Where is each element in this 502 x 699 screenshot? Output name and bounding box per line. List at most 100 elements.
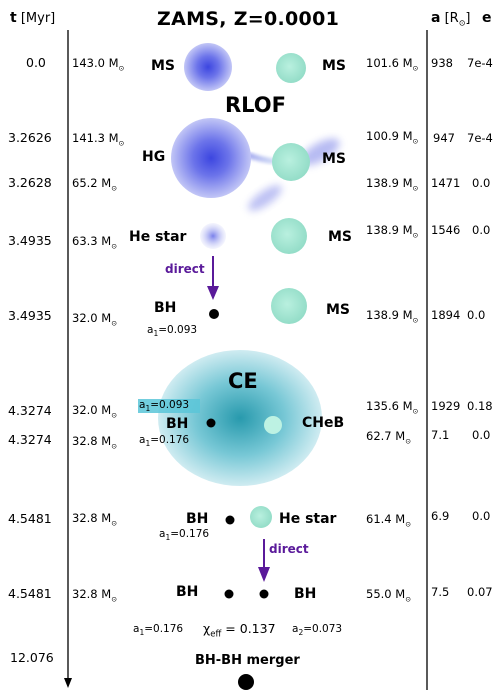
spin-a1-ce-after-sub: 1 [145, 439, 151, 449]
primary-mass-row1-value: 143.0 M [72, 56, 119, 70]
black-hole-primary-final [224, 589, 234, 599]
eccentricity-row3: 0.0 [472, 176, 491, 190]
eccentricity-row8: 0.0 [472, 509, 491, 523]
secondary-mass-row3: 138.9 M⊙ [366, 176, 418, 192]
spin-a2-final-sub: 2 [298, 628, 304, 638]
spin-highlight-box [138, 399, 200, 413]
spin-a1-final-symbol: a [133, 623, 140, 635]
secondary-mass-row6: 135.6 M⊙ [366, 399, 418, 415]
star-label-bh-ce: BH [166, 416, 189, 432]
separation-symbol: a [431, 10, 441, 26]
eccentricity-row1: 7e-4 [467, 56, 493, 70]
secondary-mass-row9-sun: ⊙ [405, 595, 412, 604]
direct-arrowhead-2 [258, 567, 270, 582]
time-row9: 4.5481 [8, 586, 52, 601]
chi-eff-value: = 0.137 [221, 621, 276, 636]
outflow-plume-upper [300, 138, 340, 166]
spin-a1-row5-symbol: a [147, 324, 154, 336]
time-row6: 4.3274 [8, 403, 52, 418]
spin-a1-ce-after: a1=0.176 [139, 434, 189, 448]
direct-arrowhead-1 [207, 286, 219, 300]
rlof-phase-label: RLOF [225, 93, 287, 117]
primary-mass-row4-sun: ⊙ [111, 242, 118, 251]
black-hole-row8 [225, 515, 235, 525]
secondary-mass-row7: 62.7 M⊙ [366, 429, 411, 445]
primary-mass-row7: 32.8 M⊙ [72, 434, 117, 450]
primary-star-hg [171, 118, 251, 198]
direct-collapse-label-1: direct [165, 262, 205, 276]
secondary-mass-row5-value: 138.9 M [366, 308, 413, 322]
spin-a2-final-symbol: a [292, 623, 299, 635]
secondary-mass-row4-value: 138.9 M [366, 223, 413, 237]
time-axis-header: t [Myr] [10, 10, 55, 26]
direct-collapse-label-2: direct [269, 542, 309, 556]
chi-eff-sub: eff [210, 629, 222, 640]
star-label-ms-rlof: MS [322, 151, 347, 167]
spin-a1-ce-before-value: =0.093 [150, 399, 190, 411]
star-label-he-star-companion: He star [279, 511, 337, 527]
spin-a1-final-value: =0.176 [144, 623, 184, 635]
primary-mass-row9-sun: ⊙ [111, 595, 118, 604]
primary-mass-row4: 63.3 M⊙ [72, 234, 117, 250]
secondary-mass-row7-value: 62.7 M [366, 429, 406, 443]
primary-mass-row9: 32.8 M⊙ [72, 587, 117, 603]
companion-star-accreting [272, 143, 310, 181]
secondary-mass-row5: 138.9 M⊙ [366, 308, 418, 324]
primary-mass-row4-value: 63.3 M [72, 234, 112, 248]
time-row4: 3.4935 [8, 233, 52, 248]
secondary-mass-row3-value: 138.9 M [366, 176, 413, 190]
eccentricity-row5: 0.0 [467, 308, 486, 322]
spin-a1-row8-sub: 1 [165, 533, 171, 543]
secondary-mass-row5-sun: ⊙ [412, 316, 419, 325]
primary-mass-row2-value: 141.3 M [72, 131, 119, 145]
time-axis-unit: [Myr] [20, 11, 56, 26]
spin-a1-ce-before-symbol: a [139, 399, 146, 411]
companion-star-ms [276, 53, 306, 83]
spin-a1-final-sub: 1 [139, 628, 145, 638]
separation-row1: 938 [431, 56, 453, 70]
primary-mass-row3-value: 65.2 M [72, 176, 112, 190]
primary-mass-row6-value: 32.0 M [72, 403, 112, 417]
star-label-ms-companion: MS [322, 58, 347, 74]
separation-row4: 1546 [431, 223, 461, 237]
star-label-bh-primary-final: BH [176, 584, 199, 600]
spin-a1-row5: a1=0.093 [147, 324, 197, 338]
separation-unit-sun: ⊙ [458, 18, 466, 28]
time-row2: 3.2626 [8, 130, 52, 145]
primary-mass-row3: 65.2 M⊙ [72, 176, 117, 192]
primary-mass-row1: 143.0 M⊙ [72, 56, 124, 72]
primary-mass-row2-sun: ⊙ [118, 139, 125, 148]
time-axis-symbol: t [10, 10, 17, 26]
primary-mass-row8-sun: ⊙ [111, 519, 118, 528]
star-label-ms-row5: MS [326, 302, 351, 318]
secondary-mass-row2: 100.9 M⊙ [366, 129, 418, 145]
star-label-ms-primary: MS [151, 58, 176, 74]
primary-mass-row5-value: 32.0 M [72, 311, 112, 325]
separation-row9: 7.5 [431, 585, 450, 599]
eccentricity-symbol: e [482, 10, 492, 26]
chi-eff-symbol: χ [203, 621, 211, 636]
primary-mass-row8-value: 32.8 M [72, 511, 112, 525]
spin-a1-row8-symbol: a [159, 528, 166, 540]
secondary-mass-row1-value: 101.6 M [366, 56, 413, 70]
primary-mass-row3-sun: ⊙ [111, 184, 118, 193]
separation-unit-close: ] [465, 11, 471, 26]
spin-a1-row5-sub: 1 [153, 329, 159, 339]
primary-he-star [200, 223, 226, 249]
star-label-bh-secondary-final: BH [294, 586, 317, 602]
secondary-mass-row8-sun: ⊙ [405, 520, 412, 529]
spin-a1-ce-after-value: =0.176 [150, 434, 190, 446]
separation-row7: 7.1 [431, 428, 450, 442]
primary-mass-row5: 32.0 M⊙ [72, 311, 117, 327]
secondary-mass-row6-sun: ⊙ [412, 407, 419, 416]
common-envelope [158, 350, 322, 486]
separation-row8: 6.9 [431, 509, 450, 523]
eccentricity-header: e [482, 10, 492, 26]
primary-mass-row7-value: 32.8 M [72, 434, 112, 448]
spin-a2-final: a2=0.073 [292, 623, 342, 637]
spin-a2-final-value: =0.073 [303, 623, 343, 635]
outflow-plume-lower [248, 185, 282, 211]
secondary-mass-row8-value: 61.4 M [366, 512, 406, 526]
primary-mass-row6: 32.0 M⊙ [72, 403, 117, 419]
